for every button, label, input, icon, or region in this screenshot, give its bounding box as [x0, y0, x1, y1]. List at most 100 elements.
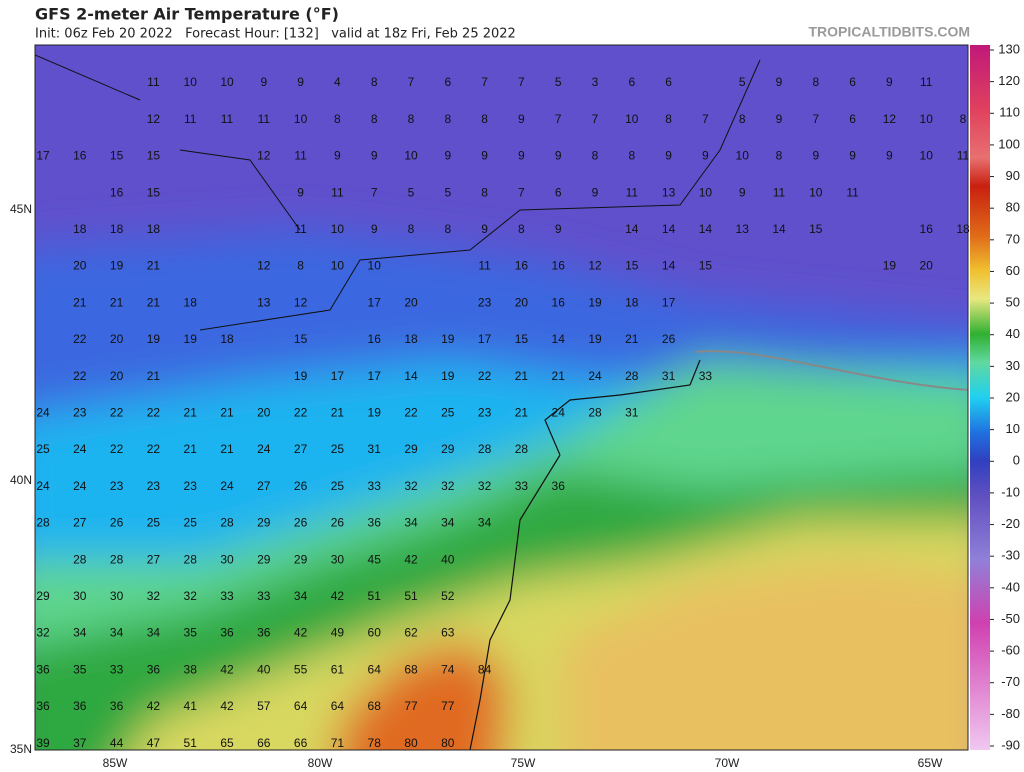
temperature-value: 28 [73, 552, 87, 566]
temperature-value: 32 [36, 626, 50, 640]
temperature-value: 55 [294, 662, 308, 676]
temperature-value: 36 [552, 479, 566, 493]
temperature-value: 8 [297, 259, 304, 273]
temperature-value: 24 [257, 442, 271, 456]
temperature-value: 6 [665, 75, 672, 89]
temperature-value: 77 [404, 699, 418, 713]
colorbar-label: 0 [1013, 453, 1020, 468]
temperature-value: 22 [404, 405, 418, 419]
temperature-value: 63 [441, 626, 455, 640]
temperature-value: 18 [147, 222, 161, 236]
colorbar-label: 50 [1006, 295, 1020, 310]
temperature-value: 23 [73, 405, 87, 419]
colorbar-label: -10 [1001, 484, 1020, 499]
temperature-value: 21 [147, 259, 161, 273]
colorbar-label: 60 [1006, 263, 1020, 278]
temperature-value: 9 [297, 185, 304, 199]
temperature-value: 15 [110, 149, 124, 163]
colorbar-label: -90 [1001, 737, 1020, 752]
temperature-value: 7 [408, 75, 415, 89]
temperature-value: 32 [441, 479, 455, 493]
temperature-value: 42 [331, 589, 345, 603]
colorbar-label: -60 [1001, 643, 1020, 658]
temperature-value: 16 [552, 295, 566, 309]
map-frame [34, 44, 969, 751]
temperature-value: 61 [331, 662, 345, 676]
lon-label: 80W [308, 756, 333, 770]
temperature-value: 29 [257, 552, 271, 566]
temperature-value: 19 [883, 259, 897, 273]
temperature-value: 10 [699, 185, 713, 199]
temperature-value: 33 [220, 589, 234, 603]
temperature-value: 11 [221, 112, 234, 126]
temperature-value: 57 [257, 699, 271, 713]
temperature-value: 10 [404, 149, 418, 163]
lon-label: 85W [103, 756, 128, 770]
temperature-value: 19 [147, 332, 161, 346]
map-field [35, 45, 968, 750]
temperature-value: 45 [368, 552, 382, 566]
temperature-value: 31 [662, 369, 676, 383]
temperature-value: 15 [809, 222, 823, 236]
temperature-value: 32 [404, 479, 418, 493]
temperature-value: 16 [110, 185, 124, 199]
colorbar-label: 10 [1006, 421, 1020, 436]
temperature-value: 18 [404, 332, 418, 346]
lon-label: 70W [715, 756, 740, 770]
temperature-value: 15 [625, 259, 639, 273]
temperature-value: 9 [481, 222, 488, 236]
temperature-value: 9 [776, 75, 783, 89]
temperature-value: 66 [294, 736, 308, 750]
temperature-value: 20 [110, 369, 124, 383]
temperature-value: 22 [73, 369, 87, 383]
temperature-value: 12 [257, 149, 271, 163]
temperature-value: 11 [846, 185, 859, 199]
temperature-value: 15 [147, 185, 161, 199]
temperature-value: 68 [368, 699, 382, 713]
title: GFS 2-meter Air Temperature (°F) [35, 5, 339, 24]
temperature-value: 12 [294, 295, 308, 309]
temperature-value: 36 [220, 626, 234, 640]
temperature-value: 22 [73, 332, 87, 346]
temperature-value: 36 [36, 662, 50, 676]
temperature-value: 7 [555, 112, 562, 126]
temperature-value: 9 [665, 149, 672, 163]
temperature-value: 41 [184, 699, 198, 713]
temperature-value: 22 [110, 442, 124, 456]
temperature-value: 19 [368, 405, 382, 419]
temperature-value: 20 [73, 259, 87, 273]
temperature-value: 20 [404, 295, 418, 309]
temperature-value: 18 [110, 222, 124, 236]
temperature-value: 14 [699, 222, 713, 236]
temperature-value: 23 [184, 479, 198, 493]
temperature-value: 8 [776, 149, 783, 163]
colorbar-label: -50 [1001, 611, 1020, 626]
temperature-value: 51 [184, 736, 198, 750]
temperature-value: 74 [441, 662, 455, 676]
temperature-value: 10 [736, 149, 750, 163]
temperature-value: 17 [36, 149, 50, 163]
temperature-value: 25 [36, 442, 50, 456]
temperature-value: 26 [662, 332, 676, 346]
temperature-value: 35 [184, 626, 198, 640]
temperature-value: 44 [110, 736, 124, 750]
temperature-value: 64 [294, 699, 308, 713]
temperature-value: 10 [920, 149, 934, 163]
temperature-value: 19 [110, 259, 124, 273]
temperature-value: 30 [331, 552, 345, 566]
temperature-value: 17 [662, 295, 676, 309]
temperature-value: 80 [404, 736, 418, 750]
lat-label: 45N [10, 202, 32, 216]
temperature-value: 8 [371, 75, 378, 89]
temperature-value: 9 [886, 149, 893, 163]
temperature-value: 15 [294, 332, 308, 346]
temperature-value: 24 [552, 405, 566, 419]
temperature-value: 6 [628, 75, 635, 89]
temperature-value: 34 [73, 626, 87, 640]
temperature-value: 36 [368, 516, 382, 530]
temperature-value: 51 [404, 589, 418, 603]
temperature-value: 8 [592, 149, 599, 163]
temperature-value: 38 [184, 662, 198, 676]
temperature-value: 27 [294, 442, 308, 456]
